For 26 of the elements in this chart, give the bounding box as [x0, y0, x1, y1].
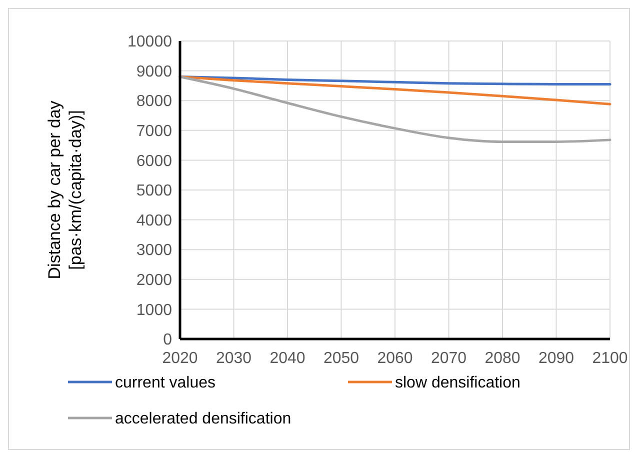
x-tick-label: 2040: [270, 350, 306, 367]
y-tick-label: 2000: [136, 272, 172, 289]
y-tick-label: 3000: [136, 242, 172, 260]
x-tick-label: 2020: [162, 350, 198, 367]
legend-label: accelerated densification: [115, 410, 292, 428]
x-tick-label: 2030: [216, 350, 252, 367]
x-tick-label: 2070: [430, 350, 467, 367]
y-tick-label: 7000: [136, 123, 172, 140]
x-tick-label: 2050: [323, 350, 360, 367]
line-series: [178, 76, 612, 106]
line-series: [178, 76, 612, 143]
x-tick-label: 2080: [484, 350, 520, 367]
y-tick-label: 1000: [136, 302, 172, 319]
y-tick-label: 5000: [136, 182, 172, 200]
x-tick-label: 2060: [377, 350, 413, 367]
y-tick-label: 8000: [136, 93, 172, 110]
y-axis-title: Distance by car per day [pas·km/(capita·day)]: [45, 100, 85, 280]
y-tick-label: 9000: [136, 63, 172, 80]
y-tick-label: 6000: [136, 152, 172, 170]
legend-label: current values: [115, 374, 216, 392]
legend-label: slow densification: [395, 374, 520, 392]
y-tick-label: 4000: [136, 212, 172, 230]
x-tick-label: 2100: [592, 350, 628, 367]
x-tick-label: 2090: [538, 350, 574, 367]
y-tick-label: 10000: [128, 34, 172, 51]
y-tick-label: 0: [163, 332, 172, 349]
